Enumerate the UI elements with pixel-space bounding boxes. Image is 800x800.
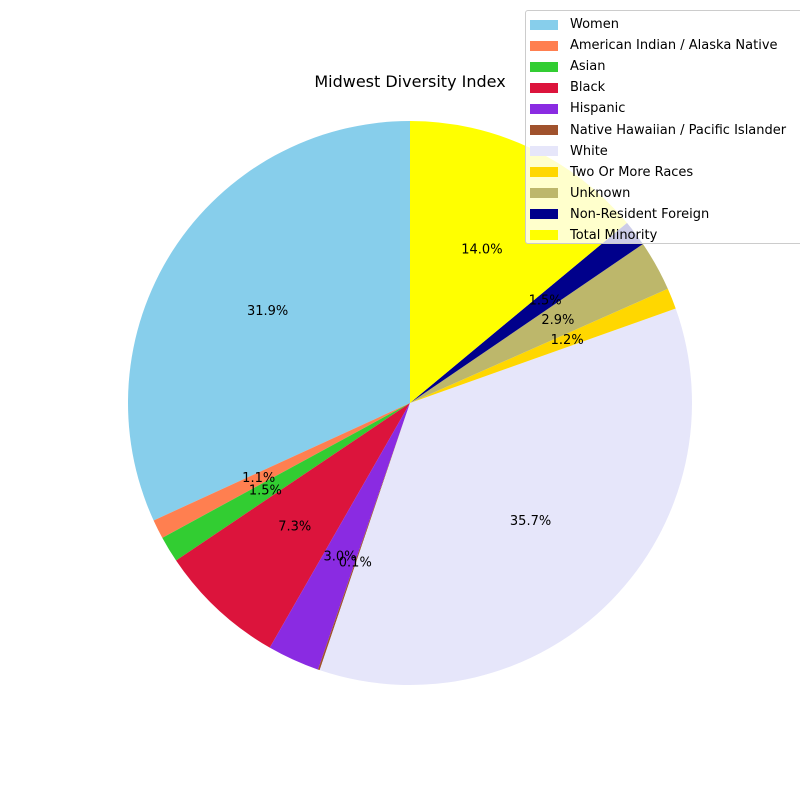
pie-slice — [319, 308, 692, 685]
legend-label: Black — [570, 80, 606, 96]
legend-swatch — [530, 82, 558, 93]
pie-slice — [162, 403, 410, 561]
legend-swatch — [530, 209, 558, 220]
legend-label: Unknown — [570, 185, 631, 201]
pie-slice — [176, 403, 410, 648]
slice-percent-label: 1.2% — [551, 333, 584, 348]
legend-swatch — [530, 19, 558, 30]
legend-label: Asian — [570, 59, 606, 75]
legend-item: Non-Resident Foreign — [530, 204, 800, 225]
legend-item: Two Or More Races — [530, 162, 800, 183]
pie-slices — [128, 121, 692, 685]
legend-swatch — [530, 40, 558, 51]
legend-item: Black — [530, 77, 800, 98]
legend-item: Unknown — [530, 183, 800, 204]
pie-slice — [410, 288, 676, 403]
legend-label: American Indian / Alaska Native — [570, 38, 778, 54]
legend-swatch — [530, 146, 558, 157]
slice-percent-label: 0.1% — [339, 556, 372, 571]
legend-label: White — [570, 143, 608, 159]
legend-label: Total Minority — [570, 227, 658, 243]
legend-item: Native Hawaiian / Pacific Islander — [530, 119, 800, 140]
slice-percent-label: 2.9% — [541, 313, 574, 328]
slice-percent-label: 14.0% — [461, 242, 502, 257]
pie-slice — [128, 121, 411, 521]
legend-swatch — [530, 230, 558, 241]
legend-swatch — [530, 103, 558, 114]
slice-percent-label: 35.7% — [510, 514, 551, 529]
legend-swatch — [530, 188, 558, 199]
chart-legend: Women American Indian / Alaska Native Asia… — [525, 10, 800, 244]
slice-percent-label: 1.1% — [242, 471, 275, 486]
legend-swatch — [530, 61, 558, 72]
chart-title: Midwest Diversity Index — [314, 72, 506, 91]
slice-percent-label: 1.5% — [529, 294, 562, 309]
legend-item: Hispanic — [530, 98, 800, 119]
legend-item: White — [530, 141, 800, 162]
pie-slice — [317, 403, 410, 671]
slice-percent-label: 3.0% — [324, 550, 357, 565]
legend-label: Hispanic — [570, 101, 626, 117]
legend-label: Two Or More Races — [570, 164, 694, 180]
legend-label: Women — [570, 17, 619, 33]
pie-percent-labels: 31.9%1.1%1.5%7.3%3.0%0.1%35.7%1.2%2.9%1.… — [242, 242, 584, 570]
slice-percent-label: 7.3% — [278, 519, 311, 534]
legend-item: Asian — [530, 56, 800, 77]
slice-percent-label: 31.9% — [247, 304, 288, 319]
legend-item: Total Minority — [530, 225, 800, 246]
legend-swatch — [530, 125, 558, 136]
pie-slice — [153, 403, 411, 538]
legend-label: Native Hawaiian / Pacific Islander — [570, 122, 787, 138]
slice-percent-label: 1.5% — [249, 483, 282, 498]
legend-swatch — [530, 167, 558, 178]
pie-slice — [269, 403, 410, 670]
legend-label: Non-Resident Foreign — [570, 206, 710, 222]
pie-slice — [410, 244, 668, 403]
legend-item: American Indian / Alaska Native — [530, 35, 800, 56]
legend-item: Women — [530, 14, 800, 35]
pie-slice — [410, 222, 643, 403]
